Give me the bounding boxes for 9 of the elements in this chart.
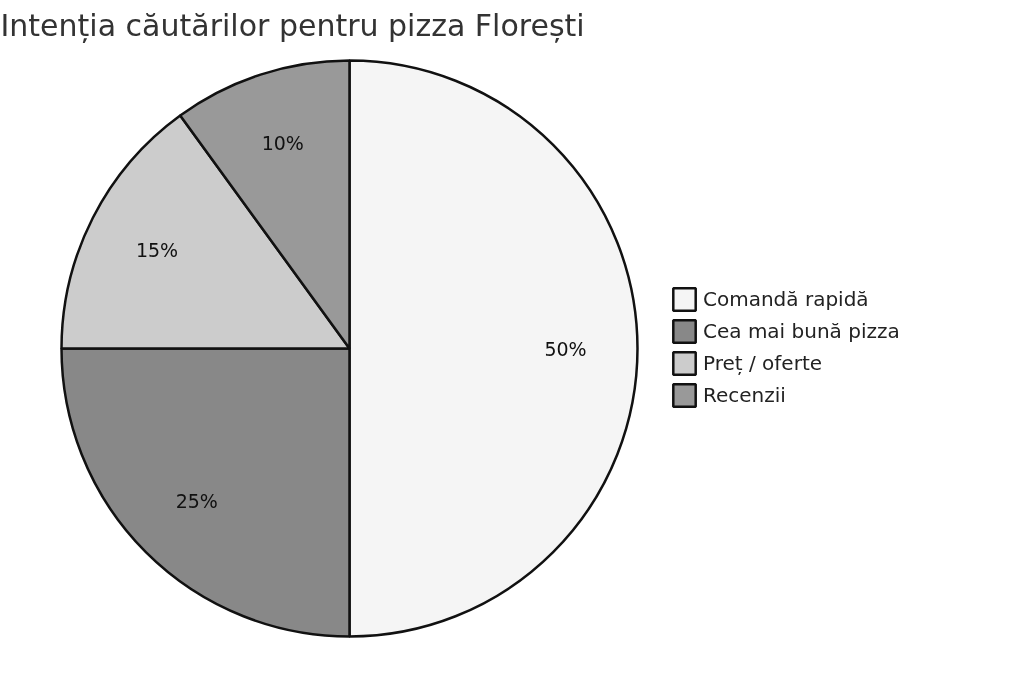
data-label: 50%	[544, 337, 587, 360]
data-label: 10%	[261, 132, 304, 155]
data-label: 15%	[135, 239, 179, 262]
legend-label: Cea mai bună pizza	[703, 319, 900, 343]
legend-label: Preț / oferte	[703, 351, 823, 375]
legend-label: Comandă rapidă	[703, 287, 869, 311]
data-label: 25%	[175, 490, 218, 513]
chart-title: Intenția căutărilor pentru pizza Florești	[0, 7, 585, 43]
legend-label: Recenzii	[703, 383, 786, 407]
